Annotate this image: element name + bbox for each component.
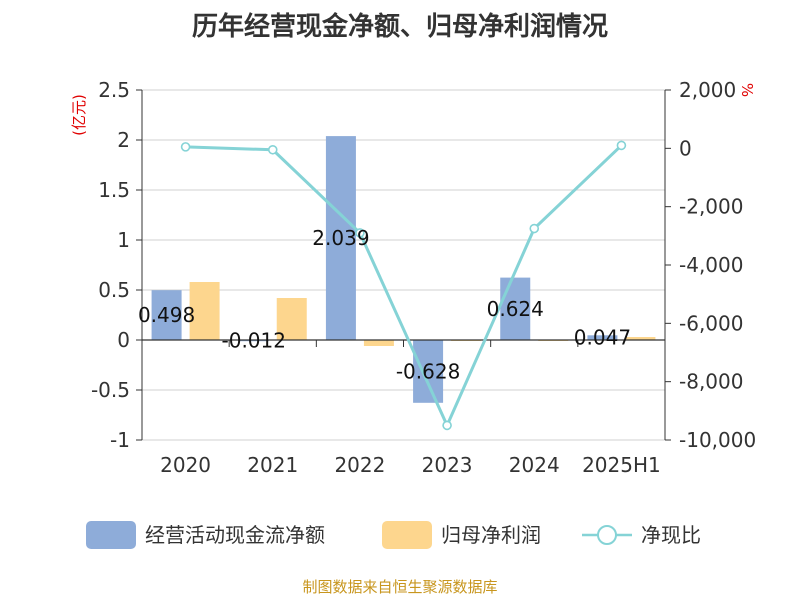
left-tick-label: 0.5 (98, 278, 130, 302)
gridlines (142, 89, 665, 441)
legend-swatch (86, 521, 136, 549)
bar-data-label: 0.498 (138, 303, 195, 327)
right-tick-label: -4,000 (679, 253, 743, 277)
bar-profit (363, 340, 394, 346)
x-tick-label: 2025H1 (582, 453, 661, 477)
bar-data-label: 0.047 (574, 326, 631, 350)
data-labels: 0.498 -0.012 2.039 -0.628 0.624 0.047 (138, 226, 631, 383)
bar-data-label: 2.039 (312, 226, 369, 250)
x-tick-label: 2020 (160, 453, 211, 477)
right-tick-label: 0 (679, 136, 692, 160)
ratio-polyline (185, 144, 623, 430)
left-tick-label: -1 (110, 428, 130, 452)
ratio-point (442, 420, 452, 431)
x-tick-label: 2023 (422, 453, 473, 477)
left-tick-label: 1.5 (98, 178, 130, 202)
ratio-point (529, 223, 540, 234)
legend-label: 净现比 (641, 523, 701, 547)
left-tick-label: 2 (117, 128, 130, 152)
right-tick-label: -2,000 (679, 195, 743, 219)
left-axis-unit: (亿元) (70, 94, 88, 136)
legend-label: 经营活动现金流净额 (145, 523, 325, 547)
left-tick-label: 1 (117, 228, 130, 252)
ratio-point (616, 140, 627, 151)
left-tick-label: 2.5 (98, 78, 130, 102)
bar-cashflow (151, 290, 182, 340)
source-note: 制图数据来自恒生聚源数据库 (302, 578, 497, 596)
bar-cashflow (587, 335, 618, 340)
x-tick-label: 2022 (334, 453, 385, 477)
bar-data-label: -0.012 (222, 329, 286, 353)
x-tick-label: 2024 (509, 453, 560, 477)
bars (151, 136, 656, 403)
bar-cashflow (500, 277, 531, 340)
bar-data-label: 0.624 (487, 297, 544, 321)
left-tick-label: 0 (117, 328, 130, 352)
right-tick-label: -6,000 (679, 311, 743, 335)
right-tick-label: 2,000 (679, 78, 736, 102)
ratio-point (355, 228, 365, 238)
legend-swatch-marker (597, 525, 617, 545)
tick-labels: 2.5 2 1.5 1 0.5 0 -0.5 -1 2,000 0 -2,000 -4,000 -6,0… (91, 78, 756, 477)
bar-data-label: -0.628 (396, 359, 460, 383)
x-tick-label: 2021 (247, 453, 298, 477)
chart-title: 历年经营现金净额、归母净利润情况 (192, 11, 608, 42)
ratio-point (180, 142, 191, 152)
legend-swatch (382, 521, 432, 549)
bar-cashflow (413, 340, 444, 403)
bar-cashflow (325, 136, 356, 340)
right-axis-unit: % (738, 83, 756, 97)
left-tick-label: -0.5 (91, 378, 130, 402)
bar-profit (276, 298, 307, 340)
ratio-point (267, 144, 278, 155)
ratio-line (180, 140, 627, 431)
bar-profit (625, 337, 656, 340)
legend: 经营活动现金流净额 归母净利润 净现比 (86, 521, 701, 549)
legend-label: 归母净利润 (441, 523, 541, 547)
right-tick-label: -10,000 (679, 428, 756, 452)
bar-profit (189, 282, 220, 340)
right-tick-label: -8,000 (679, 370, 743, 394)
axes (136, 89, 671, 441)
